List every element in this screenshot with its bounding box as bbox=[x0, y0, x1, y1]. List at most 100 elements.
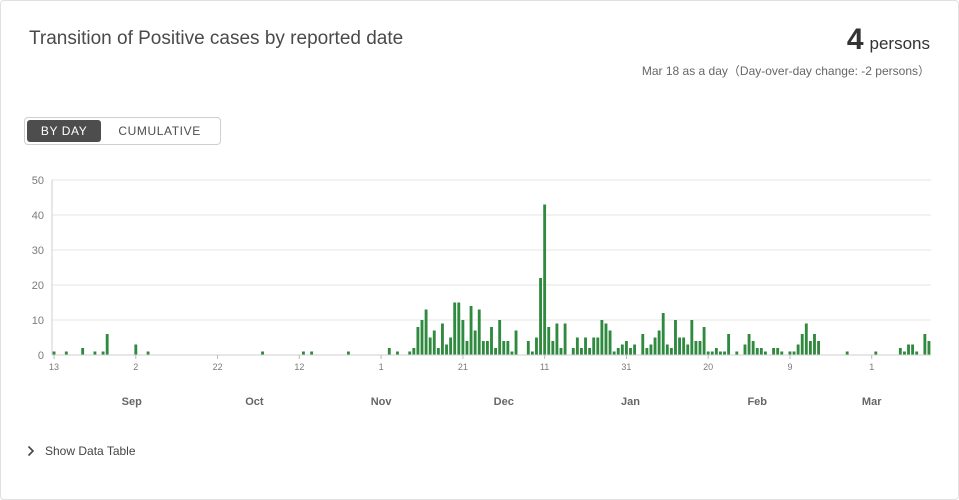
bar bbox=[473, 330, 477, 355]
bar bbox=[612, 351, 616, 355]
bar bbox=[674, 320, 677, 355]
bar bbox=[604, 323, 608, 355]
month-label: Nov bbox=[371, 396, 393, 408]
bar bbox=[915, 351, 919, 355]
bar bbox=[396, 351, 399, 355]
bar bbox=[661, 313, 665, 355]
bar bbox=[902, 351, 906, 355]
bar bbox=[465, 341, 469, 355]
bar bbox=[387, 348, 391, 355]
bar bbox=[653, 337, 657, 355]
bar bbox=[134, 344, 138, 355]
bar bbox=[310, 351, 314, 355]
bar bbox=[596, 337, 600, 355]
bar bbox=[620, 344, 624, 355]
y-tick-label: 10 bbox=[32, 315, 44, 327]
bar bbox=[93, 351, 97, 355]
bar bbox=[845, 351, 849, 355]
x-tick-label: 13 bbox=[49, 362, 59, 372]
bar bbox=[539, 278, 542, 355]
headline-value: 4 bbox=[846, 23, 864, 56]
bar bbox=[436, 348, 440, 355]
bar bbox=[874, 351, 878, 355]
bar bbox=[911, 344, 915, 355]
bar bbox=[535, 337, 538, 355]
x-tick-label: 11 bbox=[540, 362, 549, 372]
bar bbox=[808, 341, 812, 355]
headline-unit: persons bbox=[869, 34, 930, 53]
bar bbox=[453, 302, 457, 355]
bar bbox=[763, 351, 767, 355]
bar bbox=[498, 320, 502, 355]
bar bbox=[686, 344, 690, 355]
bar bbox=[81, 348, 85, 355]
bar bbox=[755, 348, 759, 355]
y-tick-label: 50 bbox=[32, 175, 44, 187]
x-tick-label: 1 bbox=[379, 362, 384, 372]
bar bbox=[804, 323, 808, 355]
bar bbox=[105, 334, 109, 355]
bar bbox=[485, 341, 489, 355]
month-label: Mar bbox=[862, 396, 882, 408]
bar bbox=[649, 344, 653, 355]
bar bbox=[698, 341, 702, 355]
bar bbox=[898, 348, 902, 355]
bar bbox=[526, 341, 530, 355]
bar bbox=[743, 344, 747, 355]
bar bbox=[907, 344, 910, 355]
bar bbox=[641, 334, 645, 355]
bar bbox=[813, 334, 816, 355]
bar bbox=[449, 337, 453, 355]
bar bbox=[592, 337, 596, 355]
bar bbox=[445, 344, 448, 355]
bar bbox=[629, 348, 632, 355]
view-toggle: BY DAY CUMULATIVE bbox=[24, 117, 221, 145]
bar bbox=[555, 323, 559, 355]
bar bbox=[494, 348, 498, 355]
bar bbox=[714, 348, 718, 355]
month-label: Feb bbox=[747, 396, 767, 408]
bar bbox=[461, 320, 465, 355]
bar bbox=[690, 320, 694, 355]
bar bbox=[669, 348, 673, 355]
bar bbox=[101, 351, 105, 355]
x-tick-label: 12 bbox=[294, 362, 304, 372]
bar bbox=[457, 302, 461, 355]
bar bbox=[514, 330, 518, 355]
x-tick-label: 20 bbox=[703, 362, 713, 372]
x-tick-label: 1 bbox=[869, 362, 874, 372]
bar bbox=[682, 337, 686, 355]
chevron-right-icon bbox=[27, 445, 35, 457]
month-label: Dec bbox=[494, 396, 514, 408]
bar bbox=[747, 334, 751, 355]
bar bbox=[571, 348, 575, 355]
bar bbox=[506, 341, 510, 355]
y-tick-label: 30 bbox=[32, 245, 44, 257]
show-data-table-toggle[interactable]: Show Data Table bbox=[27, 444, 136, 458]
by-day-button[interactable]: BY DAY bbox=[27, 120, 102, 142]
bar bbox=[796, 344, 800, 355]
bar bbox=[792, 351, 796, 355]
bar bbox=[420, 320, 424, 355]
bar bbox=[510, 351, 514, 355]
bar bbox=[927, 341, 931, 355]
y-tick-label: 0 bbox=[38, 350, 44, 362]
bar bbox=[719, 351, 722, 355]
bar bbox=[543, 204, 547, 355]
x-tick-label: 31 bbox=[621, 362, 631, 372]
bar bbox=[608, 330, 612, 355]
bar bbox=[477, 309, 481, 355]
x-tick-label: 2 bbox=[133, 362, 138, 372]
y-axis: 0 10 20 30 40 50 bbox=[32, 175, 53, 362]
bar bbox=[780, 351, 784, 355]
month-label: Oct bbox=[245, 396, 264, 408]
bar bbox=[261, 351, 264, 355]
bar bbox=[481, 341, 485, 355]
bar bbox=[772, 348, 776, 355]
x-tick-label: 22 bbox=[213, 362, 223, 372]
day-over-day-note: Mar 18 as a day（Day-over-day change: -2 … bbox=[641, 64, 930, 78]
bar bbox=[412, 348, 416, 355]
cumulative-button[interactable]: CUMULATIVE bbox=[118, 124, 201, 138]
